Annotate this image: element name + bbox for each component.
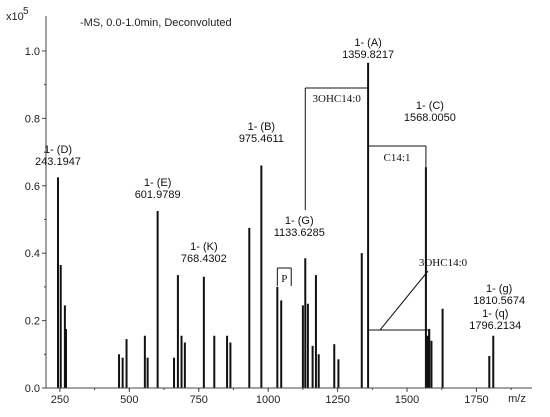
x-axis-label: m/z xyxy=(508,393,526,405)
peak-label-id: 1- (C) xyxy=(416,100,444,112)
x-tick-label: 1500 xyxy=(395,394,419,406)
peak-label-mz: 975.4611 xyxy=(239,133,284,145)
peak-label-mz: 601.9789 xyxy=(135,189,181,201)
y-tick-label: 1.0 xyxy=(25,46,40,58)
x-tick-label: 500 xyxy=(120,394,138,406)
axes-layer: x10 5 -MS, 0.0-1.0min, Deconvoluted 0.0 0.2 0… xyxy=(6,6,532,406)
arrow-3ohc14-label: 3OHC14:0 xyxy=(419,257,468,269)
y-tick-label: 0.2 xyxy=(25,316,40,328)
peak-label-id: 1- (q) xyxy=(482,308,508,320)
y-scale-exponent: 5 xyxy=(23,6,29,17)
y-scale-label: x10 xyxy=(6,11,24,23)
peak-label-id: 1- (g) xyxy=(486,283,512,295)
peak-label-id: 1- (B) xyxy=(248,121,276,133)
peak-label-id: 1- (A) xyxy=(354,37,382,49)
peak-label-id: 1- (E) xyxy=(144,177,172,189)
peak-label-id: 1- (K) xyxy=(190,241,218,253)
x-tick-label: 1250 xyxy=(325,394,349,406)
x-tick-label: 750 xyxy=(190,394,208,406)
peak-label-layer: 1- (D)243.1947 1- (E)601.9789 1- (K)768.43… xyxy=(35,37,525,332)
peak-series xyxy=(56,62,495,388)
peak-label-mz: 1359.8217 xyxy=(342,49,394,61)
x-tick-label: 250 xyxy=(51,394,69,406)
bracket-p-label: P xyxy=(281,273,287,285)
y-tick-label: 0.8 xyxy=(25,113,40,125)
y-tick-label: 0.0 xyxy=(25,383,40,395)
peak-label-mz: 243.1947 xyxy=(35,156,81,168)
bracket-3ohc14-top-label: 3OHC14:0 xyxy=(313,93,362,105)
peak-label-mz: 1810.5674 xyxy=(473,295,525,307)
annotation-layer: 3OHC14:0 C14:1 P 3OHC14:0 xyxy=(276,87,468,388)
peak-label-mz: 1796.2134 xyxy=(469,320,521,332)
peak-label-mz: 1133.6285 xyxy=(274,227,325,239)
peak-label-mz: 768.4302 xyxy=(181,253,227,265)
x-tick-label: 1000 xyxy=(256,394,280,406)
y-tick-label: 0.4 xyxy=(25,248,40,260)
arrow-leader-line xyxy=(379,270,429,331)
chart-title: -MS, 0.0-1.0min, Deconvoluted xyxy=(80,17,232,29)
peak-label-mz: 1568.0050 xyxy=(404,112,456,124)
x-tick-label: 1750 xyxy=(464,394,488,406)
bracket-c14-label: C14:1 xyxy=(384,152,411,164)
peak-label-id: 1- (D) xyxy=(44,144,72,156)
peak-label-id: 1- (G) xyxy=(285,215,314,227)
y-tick-label: 0.6 xyxy=(25,181,40,193)
